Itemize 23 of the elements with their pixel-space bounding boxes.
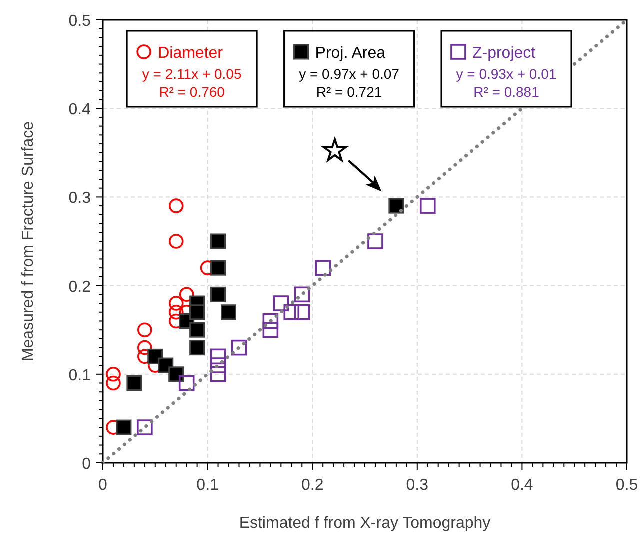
y-tick-label: 0.1 [68,367,92,384]
y-tick-label: 0.5 [68,13,92,30]
x-axis-title: Estimated f from X-ray Tomography [239,515,491,532]
annotation: R² = 0.881 [474,84,540,100]
annotation: R² = 0.721 [316,84,382,100]
legend-label: Proj. Area [315,45,386,62]
legend-label: Diameter [158,45,224,62]
y-tick-label: 0.3 [68,190,92,208]
x-tick-label: 0.2 [301,477,324,494]
x-tick-label: 0.3 [406,477,429,494]
y-tick-label: 0.2 [68,278,92,296]
x-tick-label: 0 [98,477,108,494]
annotation: y = 0.93x + 0.01 [456,66,557,82]
annotation: y = 0.97x + 0.07 [299,66,400,82]
x-tick-label: 0.5 [616,477,638,494]
y-axis-title: Measured f from Fracture Surface [20,121,37,362]
annotation: y = 2.11x + 0.05 [142,66,242,82]
legend-label: Z-project [472,45,536,62]
x-tick-label: 0.4 [511,477,534,494]
y-tick-label: 0.4 [68,102,92,119]
annotation: R² = 0.760 [159,84,226,100]
y-tick-label: 0 [82,456,92,473]
x-tick-label: 0.1 [196,477,220,494]
